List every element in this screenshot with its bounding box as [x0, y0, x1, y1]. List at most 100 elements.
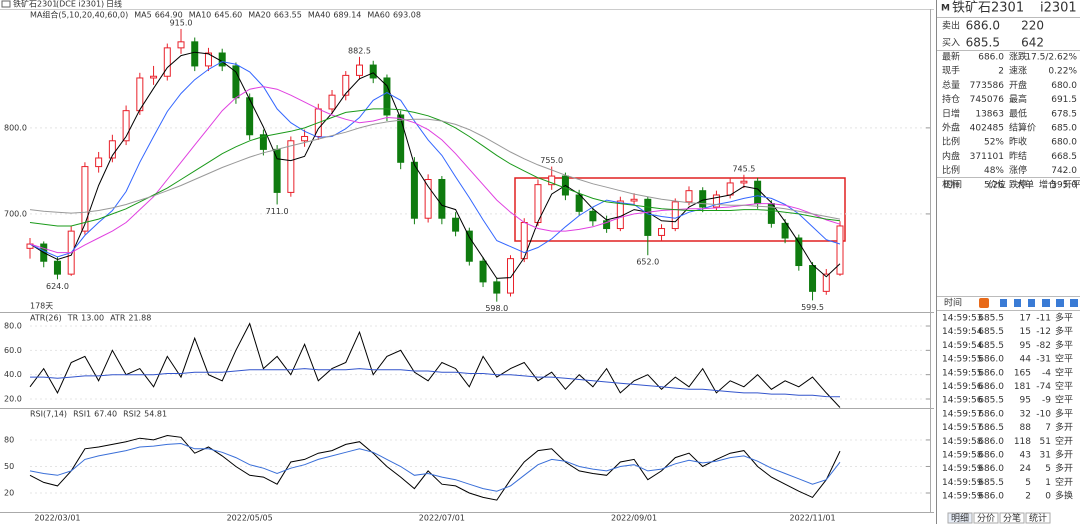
m-icon: M: [941, 4, 950, 14]
tab[interactable]: [973, 512, 999, 524]
legend-value: 54.81: [144, 410, 167, 419]
quote-value: 595.0: [1051, 180, 1077, 190]
legend-value: 21.88: [128, 314, 151, 323]
toolbar-icon[interactable]: [1070, 299, 1078, 307]
range-box: [514, 177, 846, 242]
toolbar-icon[interactable]: [1042, 299, 1050, 307]
quote-label: 速涨: [1009, 66, 1027, 77]
candle-body: [122, 110, 130, 142]
low-label: 711.0: [266, 207, 289, 216]
candle-body: [259, 134, 267, 150]
tick-kind: 多平: [1055, 325, 1073, 337]
tick-change: -82: [1036, 341, 1051, 351]
quote-label: 涨停: [1009, 164, 1027, 176]
tick-volume: 24: [1020, 464, 1032, 474]
legend-name: RSI2: [123, 410, 141, 419]
tick-price: 685.5: [978, 314, 1004, 324]
tick-time: 14:59:54: [942, 341, 983, 351]
quote-value: 48%: [984, 166, 1004, 176]
tab-label[interactable]: 统计: [1029, 512, 1047, 524]
book-volume: 220: [1021, 19, 1044, 33]
quote-label: 开盘: [1009, 79, 1027, 91]
candle-body: [191, 41, 199, 67]
candle-body: [781, 222, 789, 239]
quote-value: 680.0: [1051, 138, 1077, 148]
legend-value: 645.60: [214, 11, 242, 20]
low-label: 599.5: [801, 303, 824, 312]
tab[interactable]: [999, 512, 1025, 524]
candle-body: [616, 200, 624, 230]
tick-price: 685.5: [978, 341, 1004, 351]
tab[interactable]: [1025, 512, 1051, 524]
tick-volume: 32: [1020, 409, 1031, 419]
legend-name: TR: [67, 314, 79, 323]
tick-change: -12: [1036, 327, 1051, 337]
tick-time: 14:59:55: [942, 368, 982, 378]
toolbar-icon[interactable]: [1014, 299, 1021, 307]
quote-label: 昨结: [1009, 150, 1027, 162]
tick-volume: 95: [1020, 396, 1031, 406]
candle-body: [507, 258, 515, 294]
tick-change: -74: [1036, 382, 1051, 392]
day-count: 178天: [30, 302, 53, 311]
quote-value: 5.26: [984, 180, 1004, 190]
tick-price: 686.0: [978, 382, 1004, 392]
tab[interactable]: [947, 512, 973, 524]
y-tick-label: 800.0: [4, 123, 27, 132]
candle-body: [355, 64, 363, 76]
x-tick-label: 2022/05/05: [227, 514, 273, 523]
tick-volume: 5: [1025, 478, 1031, 488]
legend-name: MA60: [367, 11, 390, 20]
toolbar-icon[interactable]: [1056, 299, 1064, 307]
indicator-line: [29, 61, 841, 258]
toolbar-icon[interactable]: [1028, 299, 1035, 307]
tick-time: 14:59:58: [942, 437, 983, 447]
quote-label: 最低: [1009, 107, 1027, 119]
tick-change: 7: [1045, 423, 1051, 433]
quote-value: 13863: [975, 109, 1004, 119]
candle-body: [603, 220, 611, 230]
indicator-line: [29, 434, 841, 501]
candle-body: [658, 228, 666, 236]
high-label: 745.5: [732, 164, 755, 173]
instrument: 铁矿石2301: [13, 0, 57, 9]
tab-label[interactable]: 分价: [977, 513, 995, 524]
tick-time: 14:59:57: [942, 409, 982, 419]
book-price: 685.5: [966, 36, 1000, 50]
tick-time: 14:59:56: [942, 382, 983, 392]
tick-time: 14:59:58: [942, 451, 983, 461]
high-label: 915.0: [170, 18, 193, 27]
tick-change: 31: [1040, 451, 1051, 461]
tick-price: 686.0: [978, 437, 1004, 447]
tick-volume: 17: [1020, 314, 1031, 324]
candle-body: [108, 140, 116, 159]
tick-price: 686.0: [978, 464, 1004, 474]
tick-change: 5: [1045, 464, 1051, 474]
tab-label[interactable]: 明细: [951, 512, 969, 524]
candle-body: [589, 210, 597, 222]
candle-body: [575, 194, 583, 212]
quote-label: 内盘: [942, 150, 960, 162]
candle-body: [301, 135, 309, 142]
candle-body: [822, 273, 830, 292]
toolbar-icon[interactable]: [1000, 299, 1007, 307]
high-label: 882.5: [348, 46, 371, 55]
tick-change: 51: [1040, 437, 1051, 447]
toolbar-icon[interactable]: [979, 298, 989, 308]
tick-time: 14:59:59: [942, 478, 983, 488]
legend-value: 664.90: [155, 11, 183, 20]
tab-label[interactable]: 分笔: [1003, 512, 1021, 524]
tick-volume: 44: [1020, 355, 1032, 365]
legend-name: MA5: [134, 11, 151, 20]
tick-kind: 多换: [1055, 490, 1073, 502]
candle-body: [548, 175, 556, 186]
quote-value: 0.22%: [1048, 67, 1077, 77]
tick-change: 0: [1045, 492, 1051, 502]
quote-value: 742.0: [1051, 166, 1077, 176]
tick-change: -31: [1036, 355, 1051, 365]
book-price: 686.0: [966, 19, 1000, 33]
menu-icon[interactable]: [1, 0, 11, 8]
column-header: 时间: [944, 179, 962, 191]
quote-value: 773586: [970, 81, 1005, 91]
